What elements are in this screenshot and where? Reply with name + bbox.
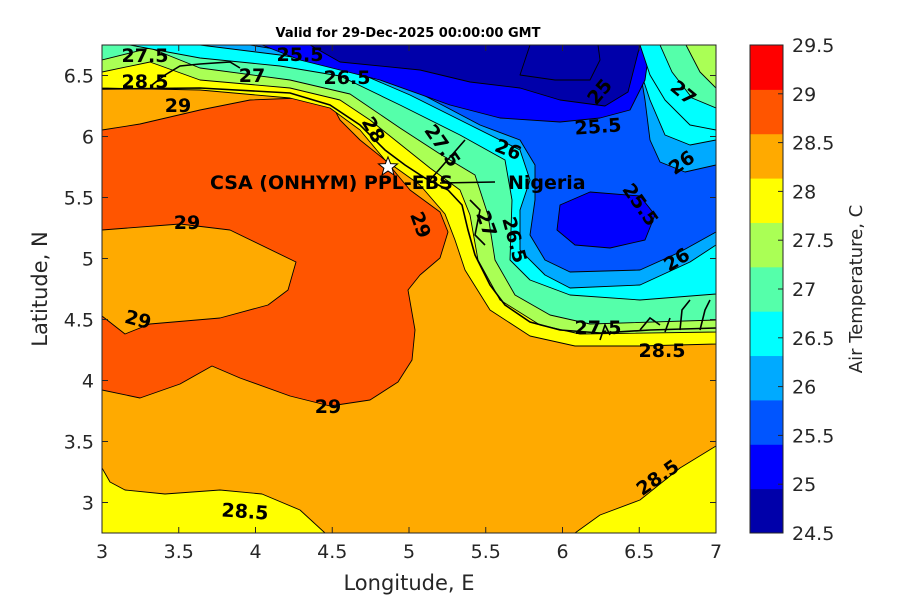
y-tick-label: 5 [82,249,94,271]
contour-label: 28.5 [122,71,169,93]
site-label: CSA (ONHYM) PPL-EBS [210,172,453,194]
colorbar-band [750,444,783,490]
colorbar-label: Air Temperature, C [846,205,867,373]
y-tick-label: 3 [82,493,94,515]
x-tick-label: 3.5 [164,541,194,563]
contour-label: 29 [165,95,191,117]
site-star-icon[interactable] [377,155,399,177]
x-axis-label: Longitude, E [343,571,474,595]
colorbar-band [750,222,783,268]
region-28-28.5-southeast [574,445,716,533]
colorbar-tick-label: 28.5 [792,133,834,155]
colorbar-band [750,355,783,401]
contour-label: 29 [315,396,341,418]
x-axis: 3 3.5 4 4.5 5 5.5 6 6.5 7 [96,45,722,563]
x-tick-label: 5 [403,541,415,563]
colorbar-tick-label: 27.5 [792,230,834,252]
coastline [102,87,716,334]
rivers [151,61,711,341]
x-tick-label: 7 [710,541,722,563]
contour-label: 27.5 [575,317,622,339]
colorbar-tick-label: 27 [792,279,816,301]
contour-label: 25.5 [277,44,324,66]
contour-label: 29 [174,212,200,234]
region-27.5-28-northeast [685,45,716,89]
contour-label: 25.5 [574,114,622,139]
contour-label: 28.5 [639,340,686,362]
colorbar-tick-label: 25 [792,474,816,496]
x-tick-label: 4.5 [317,541,347,563]
region-25-25.5-center [556,191,656,249]
contour-inner-25 [519,45,601,81]
colorbar-tick-label: 26.5 [792,328,834,350]
colorbar-band [750,488,783,534]
x-tick-label: 5.5 [471,541,501,563]
x-tick-label: 4 [249,541,261,563]
colorbar: 24.5 25 25.5 26 26.5 27 27.5 28 28.5 29 29.5 [749,35,834,545]
colorbar-band [750,178,783,223]
colorbar-tick-label: 24.5 [792,523,834,545]
y-axis: 3 3.5 4 4.5 5 5.5 6 6.5 [64,66,716,515]
colorbar-band [750,399,783,445]
colorbar-band [750,266,783,312]
y-tick-label: 4 [82,371,94,393]
contour-label: 27.5 [122,45,169,67]
contour-field [102,45,716,533]
contour-label: 28.5 [221,499,269,524]
country-label: Nigeria [508,172,586,194]
region-28.5-29-intrusion [102,223,297,335]
region-24.5-25 [309,45,641,107]
y-axis-label: Latitude, N [28,231,52,347]
y-tick-label: 6.5 [64,66,94,88]
chart-title: Valid for 29-Dec-2025 00:00:00 GMT [276,26,541,41]
colorbar-band [750,89,783,135]
contour-label: 26.5 [324,67,371,89]
colorbar-tick-label: 29.5 [792,35,834,57]
y-tick-label: 5.5 [64,188,94,210]
x-tick-label: 6.5 [624,541,654,563]
colorbar-band [750,133,783,179]
contour-label: 27 [239,65,265,87]
colorbar-band [750,45,783,90]
colorbar-tick-label: 28 [792,181,816,203]
x-tick-label: 3 [96,541,108,563]
colorbar-tick-label: 29 [792,84,816,106]
y-tick-label: 4.5 [64,310,94,332]
region-28-28.5-southwest [102,467,326,533]
y-tick-label: 6 [82,127,94,149]
colorbar-tick-label: 25.5 [792,425,834,447]
colorbar-band [750,311,783,357]
x-tick-label: 6 [556,541,568,563]
y-tick-label: 3.5 [64,432,94,454]
colorbar-tick-label: 26 [792,377,816,399]
